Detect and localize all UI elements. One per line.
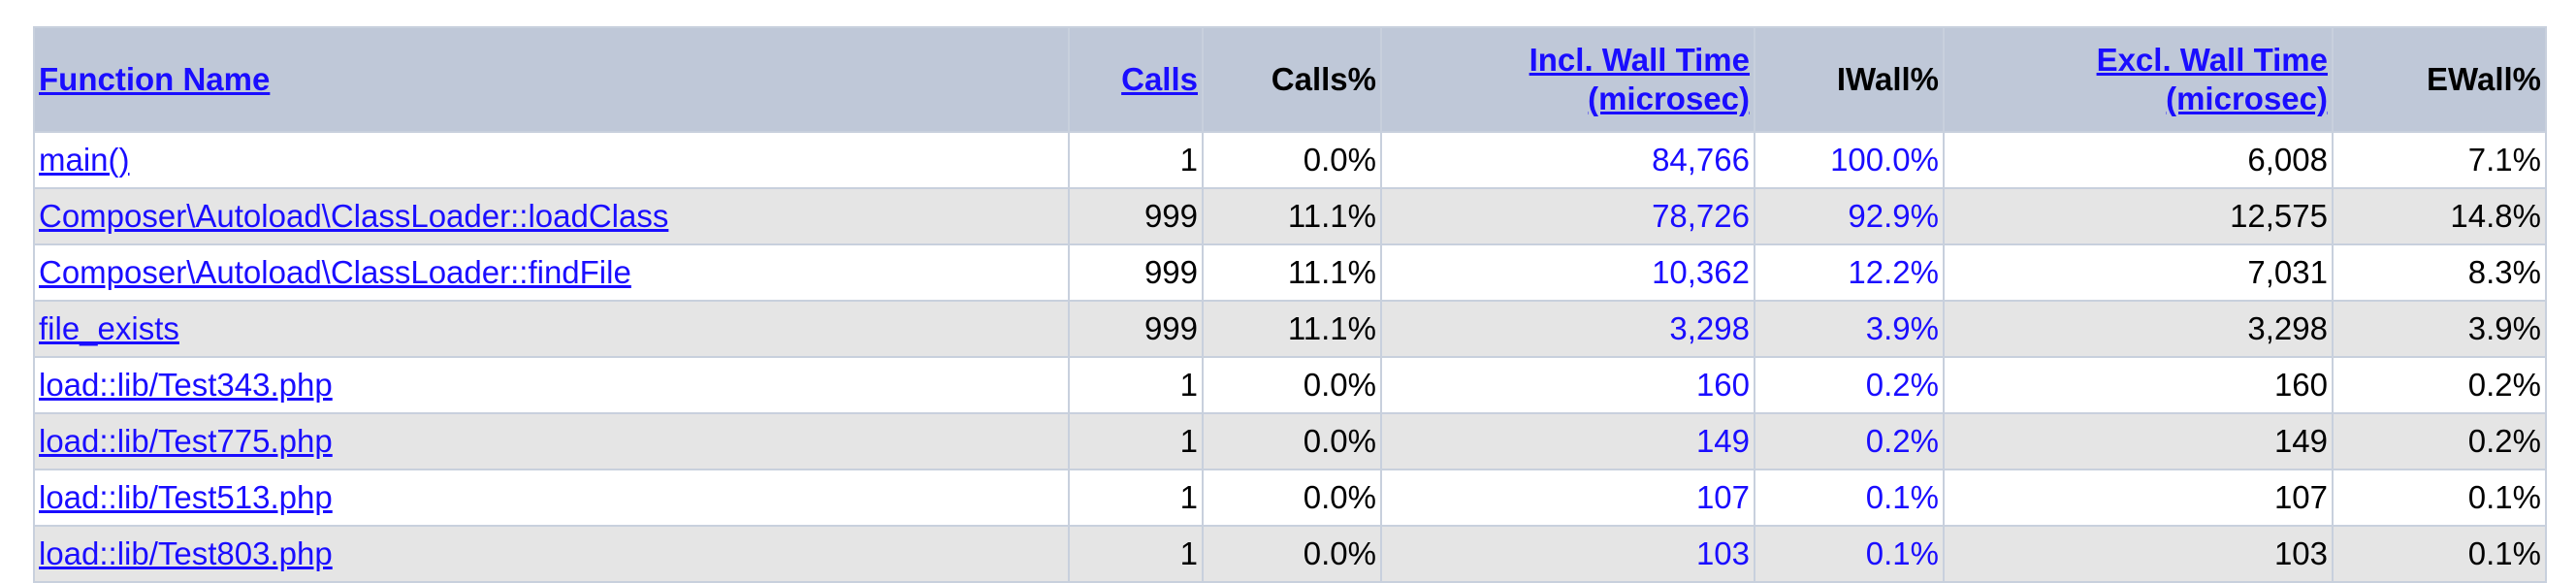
cell-incl-wall-time: 149 xyxy=(1380,412,1755,470)
profiler-function-table: Function Name Calls Calls% Incl. Wall Ti… xyxy=(33,26,2547,583)
header-ewall-pct: EWall% xyxy=(2332,26,2547,133)
function-link[interactable]: load::lib/Test513.php xyxy=(39,479,333,515)
cell-incl-wall-time: 3,298 xyxy=(1380,300,1755,358)
cell-calls-pct: 0.0% xyxy=(1202,412,1382,470)
excl-wall-line2: (microsec) xyxy=(2166,81,2328,116)
function-link[interactable]: Composer\Autoload\ClassLoader::findFile xyxy=(39,254,631,290)
cell-iwall-pct: 0.2% xyxy=(1754,412,1945,470)
cell-calls: 1 xyxy=(1068,469,1204,527)
cell-calls: 1 xyxy=(1068,356,1204,414)
cell-incl-wall-time: 160 xyxy=(1380,356,1755,414)
sort-link-function-name[interactable]: Function Name xyxy=(39,61,271,97)
cell-calls: 999 xyxy=(1068,187,1204,245)
cell-calls: 1 xyxy=(1068,525,1204,583)
function-link[interactable]: load::lib/Test803.php xyxy=(39,535,333,571)
table-row: load::lib/Test803.php 1 0.0% 103 0.1% 10… xyxy=(33,525,2547,583)
table-row: main() 1 0.0% 84,766 100.0% 6,008 7.1% xyxy=(33,131,2547,189)
sort-link-excl-wall-time[interactable]: Excl. Wall Time (microsec) xyxy=(2097,42,2328,116)
function-link[interactable]: load::lib/Test775.php xyxy=(39,423,333,459)
cell-function-name[interactable]: Composer\Autoload\ClassLoader::findFile xyxy=(33,243,1070,302)
cell-iwall-pct: 92.9% xyxy=(1754,187,1945,245)
header-iwall-pct-label: IWall% xyxy=(1836,61,1939,97)
cell-iwall-pct: 0.1% xyxy=(1754,469,1945,527)
cell-calls: 1 xyxy=(1068,131,1204,189)
cell-calls-pct: 11.1% xyxy=(1202,243,1382,302)
table-header: Function Name Calls Calls% Incl. Wall Ti… xyxy=(33,26,2547,133)
cell-incl-wall-time: 78,726 xyxy=(1380,187,1755,245)
incl-wall-line1: Incl. Wall Time xyxy=(1529,42,1750,78)
cell-excl-wall-time: 6,008 xyxy=(1943,131,2334,189)
header-excl-wall-time[interactable]: Excl. Wall Time (microsec) xyxy=(1943,26,2334,133)
cell-function-name[interactable]: load::lib/Test343.php xyxy=(33,356,1070,414)
cell-calls: 999 xyxy=(1068,300,1204,358)
cell-incl-wall-time: 107 xyxy=(1380,469,1755,527)
cell-ewall-pct: 0.2% xyxy=(2332,412,2547,470)
cell-function-name[interactable]: load::lib/Test775.php xyxy=(33,412,1070,470)
cell-excl-wall-time: 103 xyxy=(1943,525,2334,583)
excl-wall-line1: Excl. Wall Time xyxy=(2096,42,2328,78)
header-calls-pct-label: Calls% xyxy=(1271,61,1376,97)
cell-ewall-pct: 0.1% xyxy=(2332,469,2547,527)
cell-excl-wall-time: 160 xyxy=(1943,356,2334,414)
function-link[interactable]: Composer\Autoload\ClassLoader::loadClass xyxy=(39,198,669,234)
header-row: Function Name Calls Calls% Incl. Wall Ti… xyxy=(33,26,2547,133)
header-ewall-pct-label: EWall% xyxy=(2427,61,2541,97)
cell-ewall-pct: 3.9% xyxy=(2332,300,2547,358)
cell-ewall-pct: 7.1% xyxy=(2332,131,2547,189)
function-link[interactable]: file_exists xyxy=(39,310,179,346)
table-row: Composer\Autoload\ClassLoader::findFile … xyxy=(33,243,2547,302)
cell-calls: 1 xyxy=(1068,412,1204,470)
sort-link-incl-wall-time[interactable]: Incl. Wall Time (microsec) xyxy=(1530,42,1750,116)
cell-ewall-pct: 8.3% xyxy=(2332,243,2547,302)
header-calls-pct: Calls% xyxy=(1202,26,1382,133)
cell-ewall-pct: 14.8% xyxy=(2332,187,2547,245)
function-link[interactable]: load::lib/Test343.php xyxy=(39,367,333,403)
cell-calls-pct: 0.0% xyxy=(1202,356,1382,414)
cell-function-name[interactable]: Composer\Autoload\ClassLoader::loadClass xyxy=(33,187,1070,245)
cell-iwall-pct: 0.1% xyxy=(1754,525,1945,583)
cell-function-name[interactable]: load::lib/Test513.php xyxy=(33,469,1070,527)
cell-function-name[interactable]: main() xyxy=(33,131,1070,189)
table-row: load::lib/Test513.php 1 0.0% 107 0.1% 10… xyxy=(33,469,2547,527)
table-row: load::lib/Test775.php 1 0.0% 149 0.2% 14… xyxy=(33,412,2547,470)
cell-iwall-pct: 12.2% xyxy=(1754,243,1945,302)
cell-incl-wall-time: 10,362 xyxy=(1380,243,1755,302)
table-row: Composer\Autoload\ClassLoader::loadClass… xyxy=(33,187,2547,245)
header-calls[interactable]: Calls xyxy=(1068,26,1204,133)
cell-iwall-pct: 0.2% xyxy=(1754,356,1945,414)
cell-calls-pct: 11.1% xyxy=(1202,300,1382,358)
incl-wall-line2: (microsec) xyxy=(1588,81,1750,116)
table-body: main() 1 0.0% 84,766 100.0% 6,008 7.1% C… xyxy=(33,131,2547,583)
profiler-table-container: Function Name Calls Calls% Incl. Wall Ti… xyxy=(33,26,2547,583)
cell-excl-wall-time: 149 xyxy=(1943,412,2334,470)
header-iwall-pct: IWall% xyxy=(1754,26,1945,133)
table-row: file_exists 999 11.1% 3,298 3.9% 3,298 3… xyxy=(33,300,2547,358)
cell-calls-pct: 0.0% xyxy=(1202,131,1382,189)
cell-ewall-pct: 0.2% xyxy=(2332,356,2547,414)
sort-link-calls[interactable]: Calls xyxy=(1121,61,1198,97)
table-row: load::lib/Test343.php 1 0.0% 160 0.2% 16… xyxy=(33,356,2547,414)
cell-calls-pct: 11.1% xyxy=(1202,187,1382,245)
cell-iwall-pct: 100.0% xyxy=(1754,131,1945,189)
cell-excl-wall-time: 107 xyxy=(1943,469,2334,527)
function-link[interactable]: main() xyxy=(39,142,130,178)
cell-incl-wall-time: 103 xyxy=(1380,525,1755,583)
cell-excl-wall-time: 12,575 xyxy=(1943,187,2334,245)
cell-function-name[interactable]: file_exists xyxy=(33,300,1070,358)
cell-calls-pct: 0.0% xyxy=(1202,469,1382,527)
header-incl-wall-time[interactable]: Incl. Wall Time (microsec) xyxy=(1380,26,1755,133)
cell-excl-wall-time: 3,298 xyxy=(1943,300,2334,358)
cell-excl-wall-time: 7,031 xyxy=(1943,243,2334,302)
cell-calls: 999 xyxy=(1068,243,1204,302)
cell-iwall-pct: 3.9% xyxy=(1754,300,1945,358)
cell-function-name[interactable]: load::lib/Test803.php xyxy=(33,525,1070,583)
cell-ewall-pct: 0.1% xyxy=(2332,525,2547,583)
cell-incl-wall-time: 84,766 xyxy=(1380,131,1755,189)
cell-calls-pct: 0.0% xyxy=(1202,525,1382,583)
header-function-name[interactable]: Function Name xyxy=(33,26,1070,133)
